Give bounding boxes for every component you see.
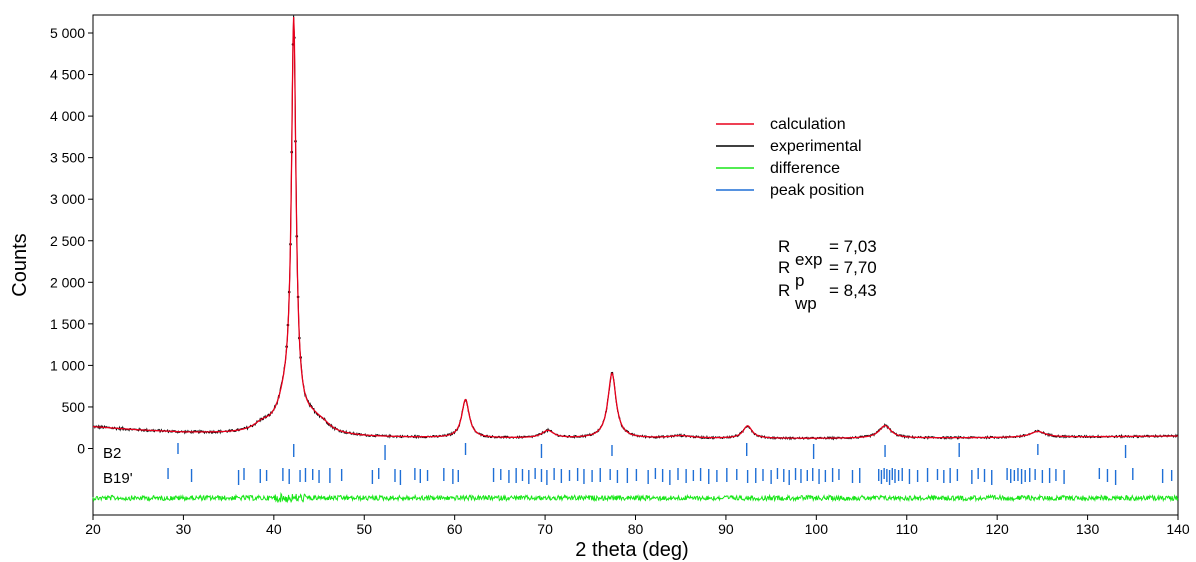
r-exp-subscript: exp [795,250,822,269]
r-p-subscript: p [795,271,804,290]
y-tick-label: 500 [62,399,86,415]
legend-label-difference: difference [770,160,840,177]
y-axis-title: Counts [9,233,31,296]
x-tick-label: 110 [896,521,919,537]
legend: calculation experimental difference peak… [716,116,864,199]
r-factors: R exp = 7,03 R p = 7,70 R wp = 8,43 [778,237,877,313]
y-tick-label: 1 500 [50,316,85,332]
legend-label-peak-position: peak position [770,182,864,199]
y-tick-label: 2 500 [50,233,85,249]
x-tick-label: 20 [85,521,101,537]
x-tick-label: 80 [628,521,644,537]
r-exp-symbol: R [778,237,790,256]
x-tick-label: 140 [1166,521,1190,537]
x-tick-label: 60 [447,521,463,537]
x-axis-title: 2 theta (deg) [575,539,688,561]
x-tick-label: 70 [537,521,553,537]
r-wp-subscript: wp [794,294,817,313]
x-axis: 20 30 40 50 60 70 80 90 100 110 120 130 140 [85,515,1190,537]
x-tick-label: 130 [1076,521,1100,537]
y-axis: 0 500 1 000 1 500 2 000 2 500 3 000 3 500 4 000 4… [50,25,93,457]
legend-label-calculation: calculation [770,116,846,133]
r-p-value: = 7,70 [829,258,877,277]
y-tick-label: 2 000 [50,274,85,290]
legend-label-experimental: experimental [770,138,862,155]
x-tick-label: 120 [985,521,1009,537]
x-tick-label: 90 [718,521,734,537]
phase-label-b2: B2 [103,445,121,462]
x-tick-label: 30 [176,521,192,537]
r-wp-value: = 8,43 [829,281,877,300]
y-tick-label: 5 000 [50,25,85,41]
r-exp-value: = 7,03 [829,237,877,256]
y-tick-label: 0 [77,441,85,457]
y-tick-label: 3 000 [50,191,85,207]
r-wp-symbol: R [778,281,790,300]
phase-label-b19: B19' [103,470,133,487]
x-tick-label: 100 [805,521,829,537]
y-tick-label: 3 500 [50,150,85,166]
r-p-symbol: R [778,258,790,277]
y-tick-label: 4 500 [50,67,85,83]
y-tick-label: 4 000 [50,108,85,124]
difference-series-line [92,492,1179,504]
x-tick-label: 50 [356,521,372,537]
peak-position-markers [167,443,1173,485]
y-tick-label: 1 000 [50,357,85,373]
plot-frame [92,14,1179,516]
calculation-series-line [92,17,1178,439]
x-tick-label: 40 [266,521,282,537]
